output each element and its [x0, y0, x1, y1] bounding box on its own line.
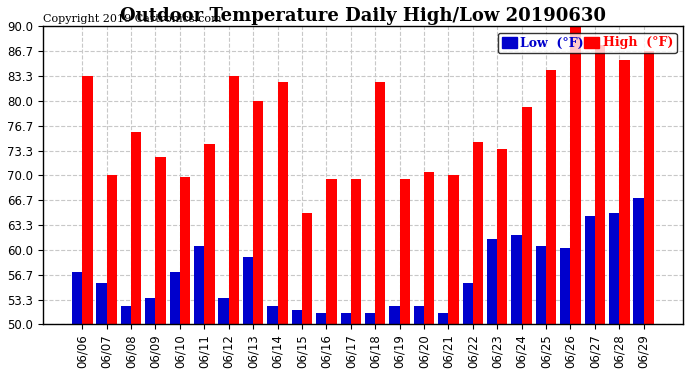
Bar: [424, 172, 434, 324]
Bar: [497, 149, 508, 324]
Bar: [170, 272, 180, 324]
Bar: [204, 144, 215, 324]
Bar: [473, 142, 483, 324]
Bar: [375, 82, 386, 324]
Bar: [584, 216, 595, 324]
Bar: [253, 101, 264, 324]
Bar: [292, 309, 302, 324]
Bar: [121, 306, 131, 324]
Bar: [107, 176, 117, 324]
Bar: [131, 132, 141, 324]
Bar: [400, 179, 410, 324]
Bar: [522, 107, 532, 324]
Bar: [365, 313, 375, 324]
Bar: [546, 70, 556, 324]
Bar: [536, 246, 546, 324]
Bar: [267, 306, 277, 324]
Bar: [180, 177, 190, 324]
Title: Outdoor Temperature Daily High/Low 20190630: Outdoor Temperature Daily High/Low 20190…: [120, 7, 606, 25]
Bar: [219, 298, 228, 324]
Bar: [277, 82, 288, 324]
Bar: [351, 179, 361, 324]
Bar: [82, 76, 92, 324]
Bar: [511, 235, 522, 324]
Bar: [487, 239, 497, 324]
Legend: Low  (°F), High  (°F): Low (°F), High (°F): [497, 33, 677, 53]
Bar: [194, 246, 204, 324]
Bar: [620, 60, 629, 324]
Bar: [228, 76, 239, 324]
Bar: [560, 249, 571, 324]
Bar: [326, 179, 337, 324]
Bar: [448, 176, 459, 324]
Bar: [633, 198, 644, 324]
Bar: [155, 157, 166, 324]
Bar: [72, 272, 82, 324]
Bar: [302, 213, 312, 324]
Bar: [341, 313, 351, 324]
Bar: [146, 298, 155, 324]
Bar: [438, 313, 449, 324]
Bar: [414, 306, 424, 324]
Text: Copyright 2019 Cartronics.com: Copyright 2019 Cartronics.com: [43, 13, 221, 24]
Bar: [389, 306, 400, 324]
Bar: [595, 45, 605, 324]
Bar: [644, 51, 654, 324]
Bar: [97, 284, 107, 324]
Bar: [316, 313, 326, 324]
Bar: [609, 213, 620, 324]
Bar: [571, 27, 581, 324]
Bar: [243, 257, 253, 324]
Bar: [462, 284, 473, 324]
